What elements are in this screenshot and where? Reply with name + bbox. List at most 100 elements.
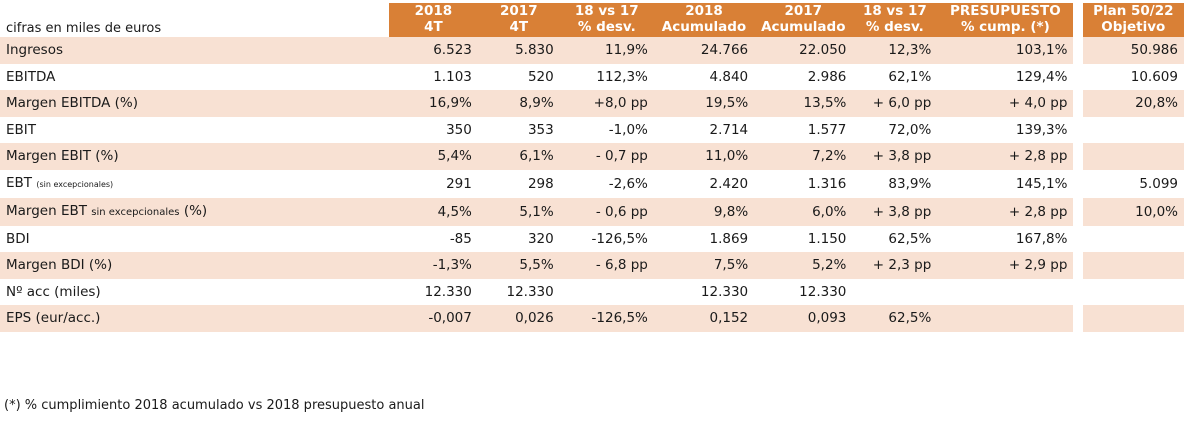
col-header-desv-acum-title: 18 vs 17 — [852, 3, 938, 19]
value-cell — [1082, 252, 1184, 279]
row-label: Margen BDI (%) — [0, 252, 389, 279]
value-cell: 12.330 — [700, 283, 749, 300]
value-cell: 11,0% — [653, 143, 755, 170]
table-row: EBIT 350 353 -1,0% 2.714 1.577 72,0% 139,3% — [0, 116, 1184, 144]
column-gap — [1073, 90, 1083, 117]
value-cell: 0,093 — [754, 305, 853, 332]
col-header-2017-acum-year: 2017 — [754, 3, 853, 19]
table-row: Nº acc (miles) 12.330 12.330 12.330 12.330 — [0, 278, 1184, 306]
table-row: Margen BDI (%) -1,3% 5,5% - 6,8 pp 7,5% 5,2% +… — [0, 252, 1184, 279]
col-header-presupuesto-title: PRESUPUESTO — [937, 3, 1074, 19]
row-label: Nº acc (miles) — [0, 279, 389, 306]
value-cell — [1082, 305, 1184, 332]
col-header-2017-acum-sub: Acumulado — [754, 19, 853, 37]
value-cell: 13,5% — [754, 90, 853, 117]
value-cell: 2.714 — [709, 121, 749, 138]
col-header-2018-acum-year: 2018 — [653, 3, 755, 19]
value-cell: 1.103 — [433, 68, 472, 85]
table-row: Ingresos 6.523 5.830 11,9% 24.766 22.050 12,3%… — [0, 37, 1184, 64]
column-gap — [1073, 37, 1083, 64]
value-cell: - 0,7 pp — [559, 143, 654, 170]
value-cell: -126,5% — [559, 305, 654, 332]
value-cell: 0,152 — [653, 305, 755, 332]
value-cell: 72,0% — [888, 121, 932, 138]
value-cell: 0,026 — [477, 305, 560, 332]
col-header-2017-4t-period: 4T — [477, 19, 560, 37]
value-cell: -2,6% — [608, 175, 648, 192]
table-body: Ingresos 6.523 5.830 11,9% 24.766 22.050 12,3%… — [0, 37, 1184, 332]
value-cell: 167,8% — [1015, 230, 1068, 247]
column-gap — [1073, 305, 1083, 332]
value-cell: 320 — [527, 230, 554, 247]
value-cell: 10,0% — [1082, 197, 1184, 226]
value-cell: + 3,8 pp — [852, 143, 938, 170]
value-cell: 298 — [527, 175, 554, 192]
value-cell: 4,5% — [388, 197, 478, 226]
value-cell: -126,5% — [591, 230, 648, 247]
value-cell: + 2,8 pp — [937, 197, 1074, 226]
value-cell: 22.050 — [754, 37, 853, 64]
table-row: EBITDA 1.103 520 112,3% 4.840 2.986 62,1% 129,4… — [0, 63, 1184, 90]
row-label-text: EBIT — [6, 121, 37, 138]
header-row-1: 2018 2017 18 vs 17 2018 2017 18 vs 17 PR… — [0, 3, 1184, 19]
value-cell: 145,1% — [1015, 175, 1068, 192]
row-label: Margen EBT sin excepcionales (%) — [0, 197, 389, 226]
value-cell: 24.766 — [653, 37, 755, 64]
value-cell: + 2,9 pp — [937, 252, 1074, 279]
value-cell: -0,007 — [388, 305, 478, 332]
value-cell — [1082, 143, 1184, 170]
value-cell — [1083, 279, 1184, 306]
value-cell: 5,2% — [754, 252, 853, 279]
value-cell: 9,8% — [653, 197, 755, 226]
value-cell: 12.330 — [799, 283, 847, 300]
value-cell: 5,1% — [477, 197, 560, 226]
row-label: Ingresos — [0, 37, 389, 64]
row-label: BDI — [0, 226, 389, 253]
value-cell: 103,1% — [937, 37, 1074, 64]
col-header-2018-4t-period: 4T — [388, 19, 478, 37]
value-cell: 12.330 — [506, 283, 554, 300]
value-cell: 5.099 — [1139, 175, 1178, 192]
units-cell-top — [0, 3, 389, 19]
value-cell: 19,5% — [653, 90, 755, 117]
col-header-2018-acum-sub: Acumulado — [653, 19, 755, 37]
row-label: EBIT — [0, 117, 389, 144]
value-cell: 5,4% — [388, 143, 478, 170]
value-cell: 7,5% — [653, 252, 755, 279]
col-header-plan-title: Plan 50/22 — [1082, 3, 1184, 19]
row-label-subscript: (sin excepcionales) — [36, 179, 114, 189]
value-cell: 2.420 — [709, 175, 749, 192]
col-header-2017-4t-year: 2017 — [477, 3, 560, 19]
value-cell: - 6,8 pp — [559, 252, 654, 279]
col-header-desv-acum-sub: % desv. — [852, 19, 938, 37]
column-gap — [1073, 225, 1083, 252]
table-row: Margen EBT sin excepcionales (%) 4,5% 5,1%… — [0, 197, 1184, 226]
row-label: EBT (sin excepcionales) — [0, 170, 389, 198]
value-cell: + 3,8 pp — [852, 197, 938, 226]
value-cell: 12,3% — [852, 37, 938, 64]
value-cell: 7,2% — [754, 143, 853, 170]
value-cell: 6,0% — [754, 197, 853, 226]
value-cell: 12.330 — [424, 283, 472, 300]
row-label-subscript: sin excepcionales — [91, 206, 180, 218]
value-cell: 20,8% — [1082, 90, 1184, 117]
table-row: EBT (sin excepcionales) 291 298 -2,6% 2.420 1… — [0, 169, 1184, 198]
units-label: cifras en miles de euros — [0, 19, 389, 37]
value-cell: 11,9% — [559, 37, 654, 64]
column-gap — [1073, 169, 1083, 198]
value-cell: 6,1% — [477, 143, 560, 170]
header-gap-2 — [1073, 19, 1083, 37]
value-cell: + 2,3 pp — [852, 252, 938, 279]
value-cell: + 2,8 pp — [937, 143, 1074, 170]
value-cell: 16,9% — [388, 90, 478, 117]
row-label: Margen EBITDA (%) — [0, 90, 389, 117]
row-label-text: EBT — [6, 174, 33, 191]
value-cell: 520 — [527, 68, 554, 85]
column-gap — [1073, 252, 1083, 279]
column-gap — [1073, 63, 1083, 90]
value-cell: 62,1% — [888, 68, 932, 85]
column-gap — [1073, 278, 1083, 305]
value-cell: 2.986 — [807, 68, 847, 85]
row-label-text: Margen EBITDA (%) — [6, 95, 139, 112]
column-gap — [1073, 143, 1083, 170]
